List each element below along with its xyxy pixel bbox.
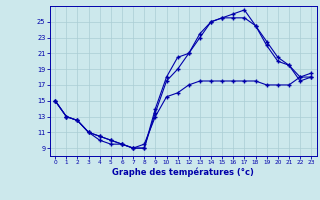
X-axis label: Graphe des températures (°c): Graphe des températures (°c)	[112, 168, 254, 177]
